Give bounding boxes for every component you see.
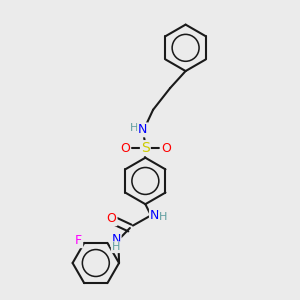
Text: H: H [112, 242, 120, 252]
Text: F: F [75, 234, 82, 247]
Text: N: N [150, 209, 159, 222]
Text: O: O [120, 142, 130, 154]
Text: H: H [129, 123, 138, 133]
Text: N: N [111, 233, 121, 246]
Text: O: O [107, 212, 116, 225]
Text: O: O [161, 142, 171, 154]
Text: N: N [138, 123, 148, 136]
Text: S: S [141, 141, 150, 155]
Text: H: H [159, 212, 167, 223]
